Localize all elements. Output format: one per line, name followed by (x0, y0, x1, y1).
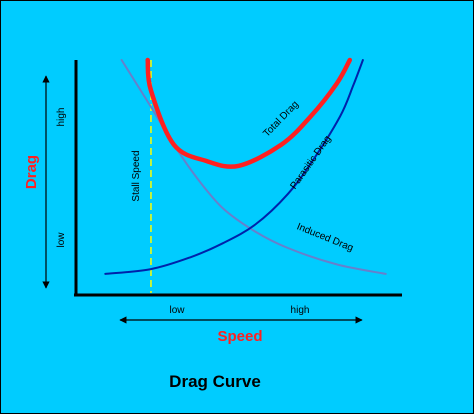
y-axis-label: Drag (23, 155, 40, 189)
x-axis-label: Speed (217, 328, 262, 345)
x-tick-high: high (291, 305, 310, 316)
y-tick-low: low (56, 232, 67, 248)
y-tick-high: high (56, 108, 67, 127)
series-line-induced-drag (120, 59, 387, 275)
series-label-induced-drag: Induced Drag (295, 221, 355, 254)
stall-speed-label: Stall Speed (131, 150, 142, 201)
series-line-total-drag (145, 57, 353, 169)
chart-title: Drag Curve (169, 372, 261, 391)
series-line-parasitic-drag (104, 59, 364, 275)
series-label-parasitic-drag: Parasitic Drag (288, 134, 333, 192)
x-tick-low: low (169, 305, 185, 316)
